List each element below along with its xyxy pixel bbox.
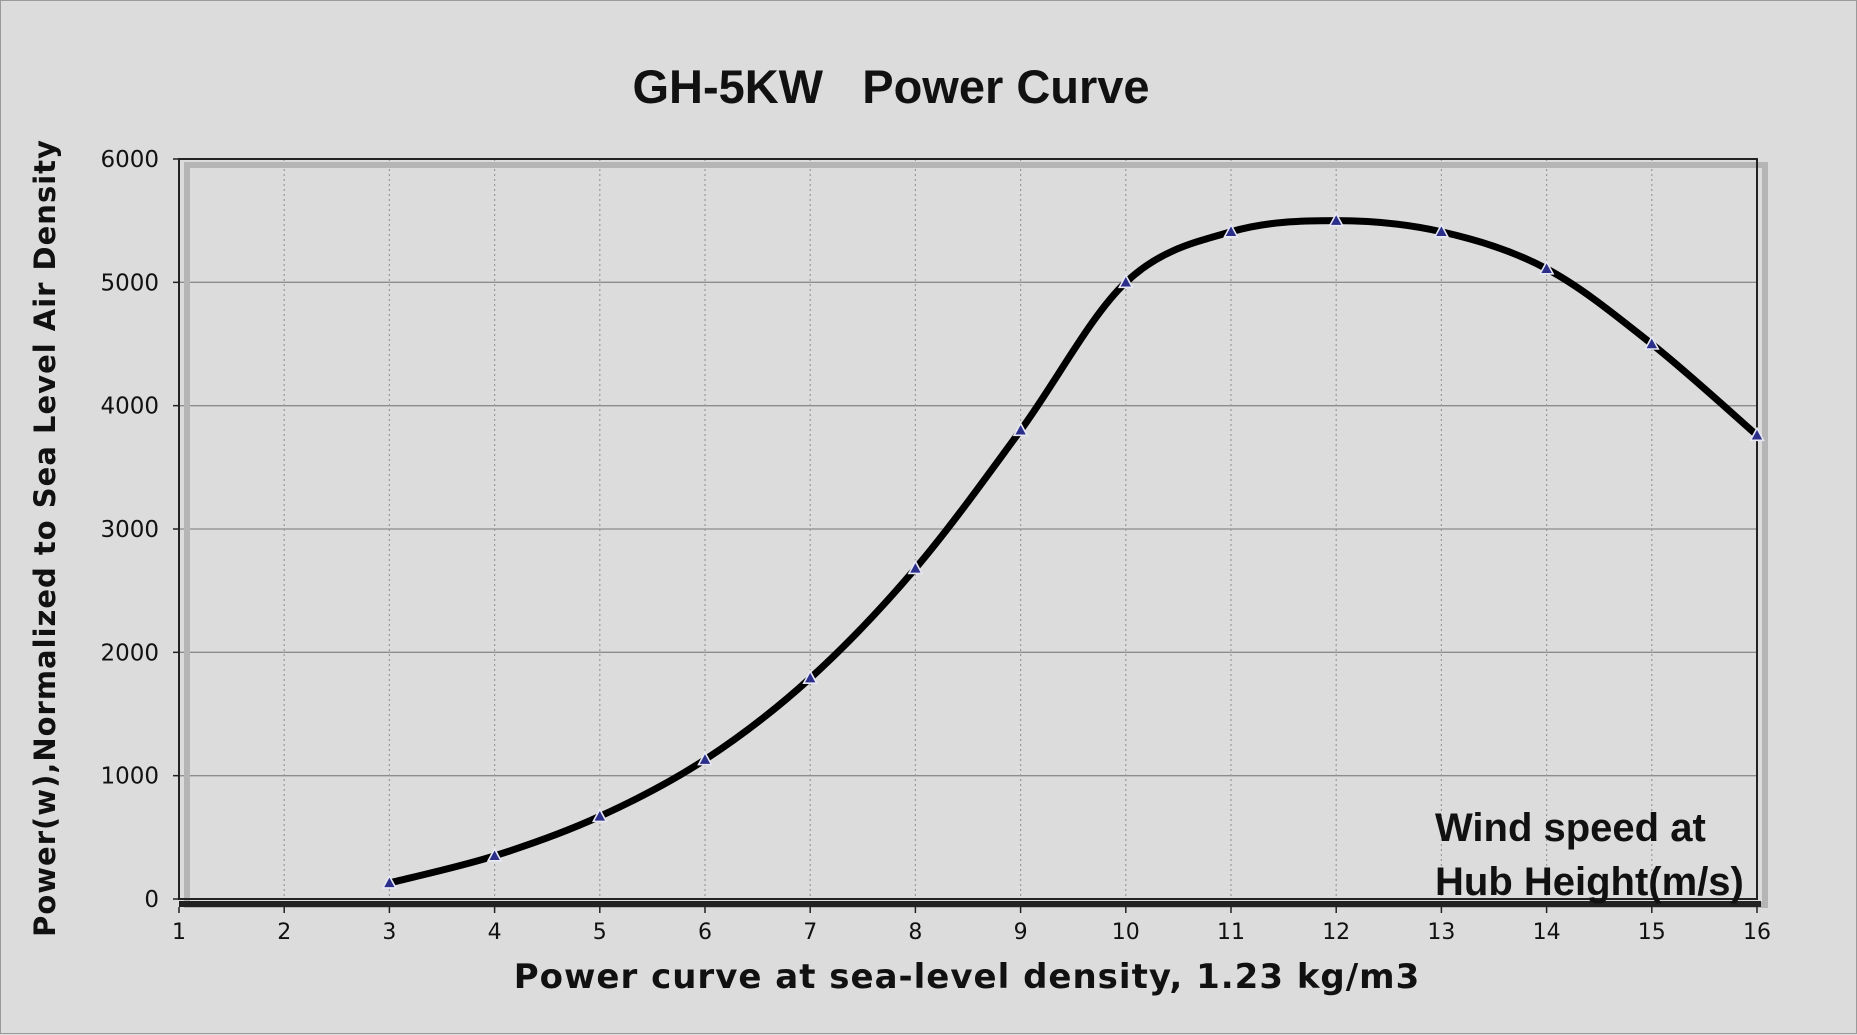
y-tick-label: 6000 xyxy=(100,147,159,173)
x-tick-label: 10 xyxy=(1112,920,1140,945)
x-tick-label: 6 xyxy=(698,920,712,945)
x-tick-label: 11 xyxy=(1217,920,1245,945)
x-tick-label: 16 xyxy=(1743,920,1771,945)
data-point-markers xyxy=(381,211,1765,889)
data-point xyxy=(381,874,398,889)
y-axis-label: Power(w),Normalized to Sea Level Air Den… xyxy=(28,139,62,937)
data-point xyxy=(486,847,503,862)
data-point xyxy=(1223,223,1239,238)
x-tick-label: 13 xyxy=(1427,920,1455,945)
x-tick-label: 14 xyxy=(1533,920,1561,945)
y-tick-label: 5000 xyxy=(100,270,159,296)
power-curve-line xyxy=(385,217,1761,887)
x-tick-label: 15 xyxy=(1638,920,1666,945)
x-tick-label: 4 xyxy=(488,920,502,945)
data-point xyxy=(697,750,713,766)
x-tick-label: 12 xyxy=(1322,920,1350,945)
grid-lines xyxy=(179,158,1757,899)
data-point xyxy=(1433,223,1450,238)
data-point xyxy=(1012,421,1029,437)
x-axis-label: Power curve at sea-level density, 1.23 k… xyxy=(514,957,1421,997)
wind-speed-note-line2: Hub Height(m/s) xyxy=(1435,860,1744,904)
x-tick-label: 1 xyxy=(172,920,186,945)
data-point xyxy=(1117,273,1134,289)
data-point xyxy=(591,807,608,823)
axes xyxy=(173,158,1768,913)
data-point xyxy=(1643,335,1660,350)
data-point xyxy=(907,559,924,575)
y-tick-label: 0 xyxy=(144,887,159,913)
y-tick-labels: 0 1000 2000 3000 4000 5000 6000 xyxy=(100,147,159,913)
data-point xyxy=(802,669,819,685)
wind-speed-note-line1: Wind speed at xyxy=(1435,806,1706,850)
x-tick-labels: 1 2 3 4 5 6 7 8 9 10 11 12 13 14 15 16 xyxy=(172,920,1771,945)
chart-title: GH-5KW Power Curve xyxy=(632,60,1149,113)
x-tick-label: 8 xyxy=(908,920,922,945)
data-point xyxy=(1749,426,1765,442)
x-tick-label: 7 xyxy=(803,920,817,945)
x-tick-label: 3 xyxy=(382,920,396,945)
x-tick-label: 5 xyxy=(593,920,607,945)
data-point xyxy=(1328,211,1345,227)
y-tick-label: 2000 xyxy=(100,640,159,666)
y-tick-label: 4000 xyxy=(100,394,159,420)
x-tick-label: 9 xyxy=(1014,920,1028,945)
data-point xyxy=(1538,260,1555,275)
y-tick-label: 1000 xyxy=(100,764,159,790)
y-tick-label: 3000 xyxy=(100,517,159,543)
x-tick-label: 2 xyxy=(277,920,291,945)
